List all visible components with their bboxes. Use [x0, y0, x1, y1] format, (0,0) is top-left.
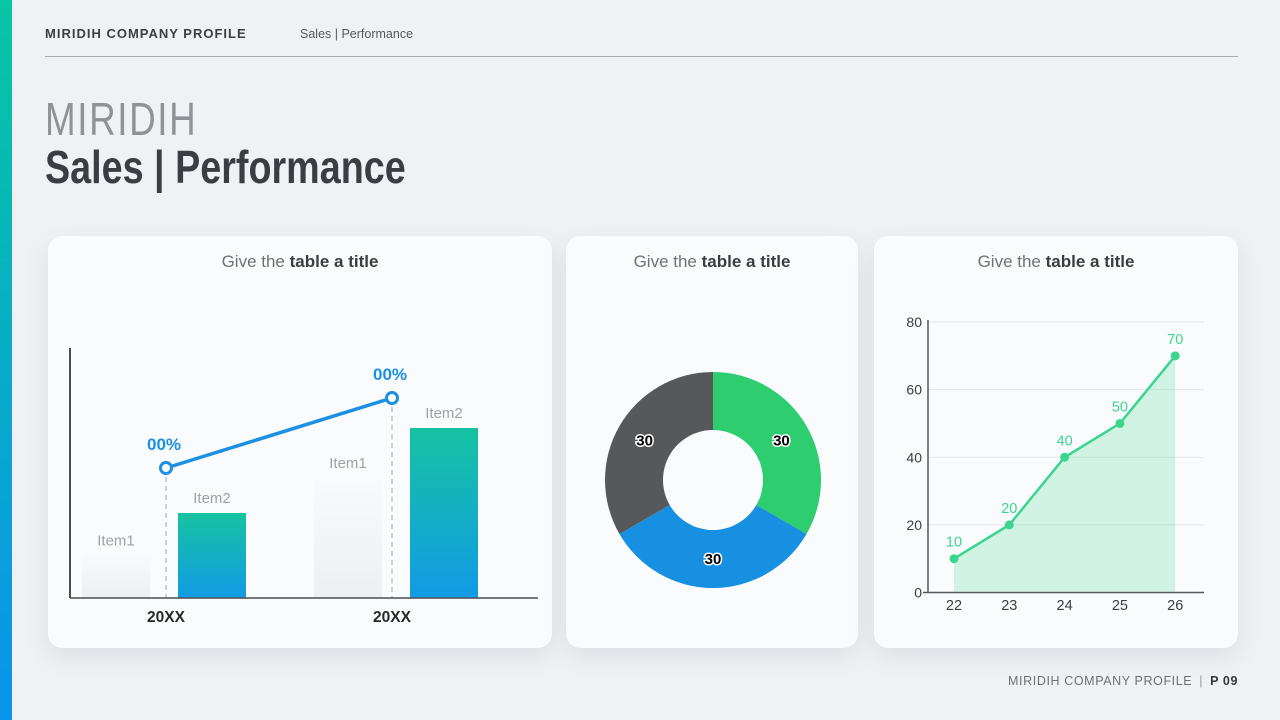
chart-card-donut: Give the table a title 30 30 30 — [566, 236, 858, 648]
header-brand: MIRIDIH COMPANY PROFILE — [45, 26, 247, 41]
data-point-marker — [1115, 418, 1125, 428]
data-point-marker — [1060, 452, 1070, 462]
card-title-emphasis: table a title — [701, 252, 791, 271]
data-point-marker — [1170, 351, 1180, 361]
card-title-prefix: Give the — [221, 252, 290, 271]
header-divider — [45, 56, 1238, 57]
x-tick-label: 25 — [1112, 598, 1128, 614]
footer-page-number: P 09 — [1210, 674, 1238, 688]
card-title-prefix: Give the — [633, 252, 702, 271]
y-tick-label: 0 — [914, 585, 922, 601]
donut-slice-2 — [619, 505, 807, 588]
x-tick-label: 23 — [1001, 598, 1017, 614]
data-point-label: 20 — [1001, 501, 1017, 517]
data-point-marker — [159, 461, 173, 475]
card-title-prefix: Give the — [977, 252, 1046, 271]
card-title: Give the table a title — [48, 252, 552, 272]
area-chart: 0 20 40 60 80 10 22 20 23 40 24 50 25 70 26 — [906, 314, 1204, 614]
footer-separator: | — [1199, 674, 1204, 688]
data-point-label: 40 — [1057, 433, 1073, 449]
bar-item1-group1 — [82, 555, 150, 598]
page-title-brand: MIRIDIH — [45, 93, 198, 145]
data-point-label: 70 — [1167, 332, 1183, 348]
data-point-label: 00% — [147, 435, 181, 454]
donut-slice-3 — [605, 372, 713, 534]
x-tick-label: 24 — [1057, 598, 1073, 614]
donut-slice-1 — [713, 372, 821, 534]
bar-label: Item1 — [97, 533, 135, 550]
bar-item1-group2 — [314, 478, 382, 598]
data-point-marker — [949, 554, 959, 564]
y-tick-label: 60 — [906, 382, 922, 398]
slice-label: 30 — [773, 433, 790, 450]
chart-card-area: Give the table a title 0 20 40 60 80 10 22 20 23… — [874, 236, 1238, 648]
category-label: 20XX — [147, 609, 186, 626]
data-point-label: 00% — [373, 365, 407, 384]
x-tick-label: 22 — [946, 598, 962, 614]
page-title: Sales | Performance — [45, 141, 406, 193]
bar-item2-group1 — [178, 513, 246, 598]
chart-card-combo: Give the table a title Item1 Item2 20XX Ite… — [48, 236, 552, 648]
category-label: 20XX — [373, 609, 412, 626]
x-tick-label: 26 — [1167, 598, 1183, 614]
data-point-label: 10 — [946, 535, 962, 551]
card-title: Give the table a title — [566, 252, 858, 272]
header-section-label: Sales | Performance — [300, 27, 414, 41]
bar-label: Item2 — [425, 405, 463, 422]
card-title: Give the table a title — [874, 252, 1238, 272]
slice-label: 30 — [705, 551, 722, 568]
combo-chart: Item1 Item2 20XX Item1 Item2 20XX 00% 00% — [69, 348, 538, 626]
slice-label: 30 — [636, 433, 653, 450]
card-title-emphasis: table a title — [1045, 252, 1135, 271]
data-point-marker — [385, 391, 399, 405]
trend-line — [165, 396, 393, 470]
bar-label: Item1 — [329, 455, 367, 472]
y-tick-label: 80 — [906, 314, 922, 330]
y-tick-label: 40 — [906, 449, 922, 465]
accent-gradient-bar — [0, 0, 12, 720]
y-tick-label: 20 — [906, 517, 922, 533]
bar-label: Item2 — [193, 490, 231, 507]
donut-chart: 30 30 30 — [605, 372, 821, 588]
card-title-emphasis: table a title — [289, 252, 379, 271]
footer: MIRIDIH COMPANY PROFILE | P 09 — [1008, 674, 1238, 688]
data-point-marker — [1004, 520, 1014, 530]
bar-item2-group2 — [410, 428, 478, 598]
data-point-label: 50 — [1112, 399, 1128, 415]
area-fill — [954, 355, 1176, 592]
footer-brand: MIRIDIH COMPANY PROFILE — [1008, 674, 1193, 688]
